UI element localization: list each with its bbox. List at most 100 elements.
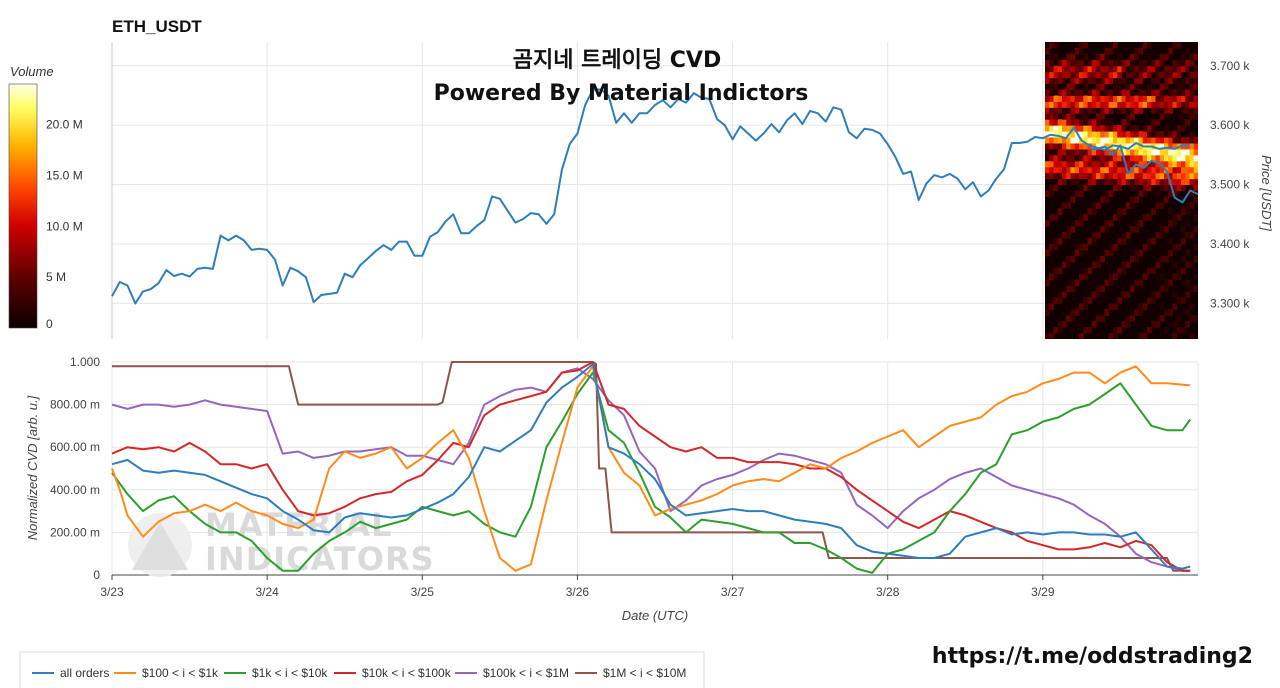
heatmap-cell <box>1181 226 1186 233</box>
heatmap-cell <box>1185 89 1190 96</box>
heatmap-cell <box>1181 119 1186 126</box>
heatmap-cell <box>1053 142 1059 150</box>
heatmap-cell <box>1062 291 1067 298</box>
price-tick-label: 3.600 k <box>1210 118 1250 132</box>
heatmap-cell <box>1091 232 1097 239</box>
heatmap-cell <box>1074 107 1080 114</box>
heatmap-cell <box>1193 160 1198 168</box>
heatmap-cell <box>1074 137 1080 144</box>
heatmap-cell <box>1142 273 1148 281</box>
heatmap-cell <box>1108 107 1114 114</box>
heatmap-cell <box>1066 166 1071 174</box>
heatmap-cell <box>1096 178 1101 186</box>
heatmap-cell <box>1155 232 1161 239</box>
heatmap-cell <box>1057 321 1063 328</box>
heatmap-cell <box>1125 119 1131 126</box>
heatmap-cell <box>1151 77 1156 85</box>
heatmap-cell <box>1062 119 1067 126</box>
heatmap-cell <box>1083 327 1088 334</box>
heatmap-cell <box>1176 214 1182 221</box>
heatmap-cell <box>1117 101 1122 108</box>
heatmap-cell <box>1074 142 1080 150</box>
heatmap-cell <box>1172 214 1178 221</box>
heatmap-cell <box>1181 172 1186 180</box>
date-tick-label: 3/28 <box>876 585 900 599</box>
heatmap-cell <box>1104 107 1110 114</box>
heatmap-cell <box>1057 77 1063 85</box>
heatmap-cell <box>1066 113 1071 120</box>
telegram-link[interactable]: https://t.me/oddstrading2 <box>932 644 1253 669</box>
heatmap-cell <box>1117 65 1122 73</box>
heatmap-cell <box>1159 137 1165 144</box>
heatmap-cell <box>1083 267 1088 275</box>
heatmap-cell <box>1053 238 1059 245</box>
heatmap-cell <box>1045 77 1050 85</box>
heatmap-cell <box>1079 148 1084 156</box>
heatmap-cell <box>1087 172 1093 180</box>
heatmap-cell <box>1164 113 1169 120</box>
heatmap-cell <box>1096 142 1101 150</box>
heatmap-cell <box>1134 95 1139 102</box>
heatmap-cell <box>1181 238 1186 245</box>
heatmap-cell <box>1185 95 1190 102</box>
heatmap-cell <box>1181 184 1186 191</box>
heatmap-cell <box>1091 131 1097 138</box>
heatmap-cell <box>1189 190 1195 197</box>
date-tick-label: 3/27 <box>721 585 745 599</box>
heatmap-cell <box>1057 267 1063 275</box>
heatmap-cell <box>1087 131 1093 138</box>
heatmap-cell <box>1159 107 1165 114</box>
heatmap-cell <box>1096 285 1101 292</box>
heatmap-cell <box>1117 89 1122 96</box>
heatmap-cell <box>1108 154 1114 162</box>
heatmap-cell <box>1074 279 1080 287</box>
cvd-tick-label: 800.00 m <box>50 398 100 412</box>
heatmap-cell <box>1134 137 1139 144</box>
heatmap-cell <box>1096 202 1101 209</box>
heatmap-cell <box>1151 154 1156 162</box>
heatmap-cell <box>1066 285 1071 292</box>
heatmap-cell <box>1117 59 1122 67</box>
heatmap-cell <box>1053 119 1059 126</box>
heatmap-cell <box>1045 154 1050 162</box>
heatmap-cell <box>1096 261 1101 269</box>
heatmap-cell <box>1104 166 1110 174</box>
heatmap-cell <box>1155 166 1161 174</box>
heatmap-cell <box>1108 42 1114 49</box>
heatmap-cell <box>1189 131 1195 138</box>
heatmap-cell <box>1053 101 1059 108</box>
heatmap-cell <box>1121 142 1127 150</box>
heatmap-cell <box>1108 59 1114 67</box>
heatmap-cell <box>1108 95 1114 102</box>
heatmap-cell <box>1130 125 1135 132</box>
heatmap-cell <box>1193 101 1198 108</box>
heatmap-cell <box>1142 101 1148 108</box>
heatmap-cell <box>1121 208 1127 215</box>
heatmap-cell <box>1113 137 1118 144</box>
heatmap-cell <box>1057 327 1063 334</box>
heatmap-cell <box>1159 303 1165 310</box>
heatmap-cell <box>1147 238 1152 245</box>
heatmap-cell <box>1070 119 1076 126</box>
heatmap-cell <box>1083 154 1088 162</box>
heatmap-cell <box>1096 154 1101 162</box>
heatmap-cell <box>1079 220 1084 227</box>
heatmap-cell <box>1083 53 1088 61</box>
heatmap-cell <box>1159 178 1165 186</box>
heatmap-cell <box>1147 125 1152 132</box>
heatmap-cell <box>1108 178 1114 186</box>
heatmap-cell <box>1057 172 1063 180</box>
heatmap-cell <box>1070 279 1076 287</box>
heatmap-cell <box>1151 178 1156 186</box>
heatmap-cell <box>1049 184 1054 191</box>
heatmap-cell <box>1079 166 1084 174</box>
heatmap-cell <box>1130 196 1135 203</box>
heatmap-cell <box>1057 238 1063 245</box>
pair-title: ETH_USDT <box>112 17 202 36</box>
heatmap-cell <box>1189 137 1195 144</box>
heatmap-cell <box>1057 154 1063 162</box>
heatmap-cell <box>1083 172 1088 180</box>
heatmap-cell <box>1172 154 1178 162</box>
heatmap-cell <box>1074 148 1080 156</box>
heatmap-cell <box>1104 137 1110 144</box>
